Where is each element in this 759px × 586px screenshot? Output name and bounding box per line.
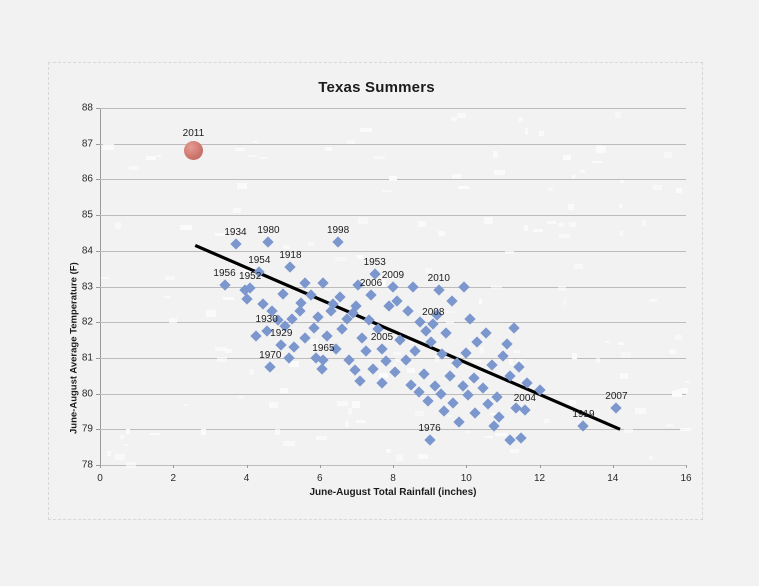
y-tick-mark (96, 250, 100, 252)
x-tick-label: 16 (680, 473, 692, 484)
y-tick-mark (96, 429, 100, 431)
x-tick-mark (686, 465, 687, 468)
x-tick-label: 6 (316, 473, 323, 484)
chart-title: Texas Summers (318, 79, 435, 96)
gridline (100, 322, 686, 324)
data-point-label: 2006 (359, 278, 383, 290)
y-tick-label: 87 (81, 138, 93, 150)
y-tick-label: 88 (81, 102, 93, 114)
y-tick-label: 86 (81, 173, 93, 185)
x-tick-mark (246, 465, 248, 468)
x-tick-mark (319, 465, 321, 468)
gridline (100, 108, 686, 109)
y-tick-label: 78 (81, 459, 93, 471)
data-point-label: 1976 (418, 423, 441, 434)
y-tick-mark (96, 465, 100, 466)
x-tick-mark (100, 465, 101, 468)
data-point-label: 1919 (572, 408, 595, 420)
x-tick-mark (539, 465, 541, 468)
gridline (100, 429, 686, 431)
x-tick-mark (393, 465, 394, 468)
y-tick-mark (96, 143, 100, 145)
x-tick-mark (173, 465, 175, 468)
x-tick-label: 8 (390, 473, 396, 484)
x-tick-label: 14 (607, 473, 619, 484)
gridline (100, 250, 686, 252)
data-point-label: 1998 (326, 224, 350, 236)
data-point-label: 2009 (381, 269, 405, 281)
x-tick-label: 4 (243, 473, 250, 484)
data-point-label: 1953 (363, 257, 386, 268)
y-tick-label: 79 (81, 423, 93, 435)
x-tick-mark (466, 465, 468, 468)
y-tick-label: 83 (81, 281, 93, 292)
data-point-label: 2004 (513, 392, 536, 404)
x-tick-label: 12 (533, 473, 546, 484)
x-tick-label: 10 (460, 473, 472, 484)
data-point-label: 2007 (605, 390, 628, 402)
y-tick-mark (96, 286, 100, 288)
y-axis-title: June-August Average Temperature (F) (68, 262, 80, 435)
data-point-label: 2010 (427, 273, 450, 285)
x-tick-label: 0 (97, 473, 103, 484)
trendline-segment (194, 243, 621, 431)
y-tick-mark (96, 393, 100, 395)
y-tick-label: 85 (81, 209, 93, 221)
gridline (100, 215, 686, 217)
y-tick-mark (96, 357, 100, 359)
plot-area: 78 79 80 81 82 83 84 85 86 87 88 0 2 4 6 8 10 12 14 16 193… (82, 103, 692, 499)
x-tick-label: 2 (170, 473, 177, 484)
data-point-label: 1980 (257, 224, 280, 236)
data-point-label: 1918 (279, 249, 302, 261)
data-point-label: 1952 (239, 271, 262, 283)
chart-frame: Texas Summers June-August Average Temper… (48, 62, 703, 520)
y-tick-mark (96, 179, 100, 181)
data-point-label: 1954 (248, 255, 271, 267)
y-tick-mark (96, 108, 100, 109)
data-point-label: 1965 (312, 342, 335, 354)
data-point-label: 2008 (422, 306, 445, 318)
gridline (100, 143, 686, 145)
data-point-label: 1956 (213, 267, 236, 279)
y-tick-mark (96, 215, 100, 217)
y-tick-label: 84 (81, 245, 93, 257)
highlight-data-point (183, 141, 203, 161)
data-point-label: 1929 (270, 328, 293, 340)
data-point-label: 1970 (259, 349, 282, 361)
data-point-label: 2011 (182, 127, 205, 139)
x-axis-title: June-August Total Rainfall (inches) (309, 487, 477, 498)
data-point-label: 2005 (370, 331, 394, 343)
gridline (100, 357, 686, 359)
y-tick-label: 82 (81, 316, 93, 328)
gridline (100, 393, 686, 395)
y-tick-label: 80 (81, 388, 93, 400)
trendline (194, 243, 621, 431)
y-tick-label: 81 (81, 352, 93, 364)
y-tick-mark (96, 322, 100, 324)
data-point-label: 1934 (224, 226, 247, 238)
data-point-label: 1930 (255, 314, 278, 326)
x-tick-mark (612, 465, 614, 468)
